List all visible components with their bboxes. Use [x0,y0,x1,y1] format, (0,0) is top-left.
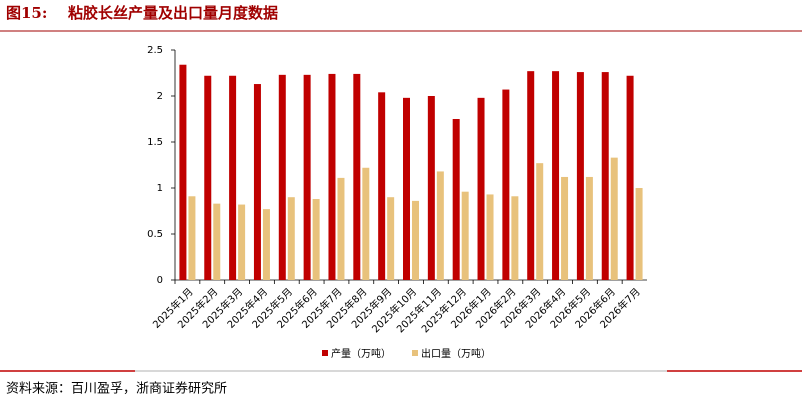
legend-label: 产量（万吨） [331,347,391,360]
bar [262,209,270,280]
bar [204,75,212,280]
bar [461,191,469,280]
bar [353,73,361,280]
bar [552,71,560,280]
bar [585,176,593,280]
legend-swatch [412,350,418,356]
bar [561,176,569,280]
y-tick-label: 0 [157,275,163,286]
bar [378,92,386,280]
bar [626,75,634,280]
bar [328,73,336,280]
bar [601,72,609,280]
y-tick-label: 0.5 [147,229,163,240]
bar [303,74,311,280]
y-tick-label: 2.5 [147,45,163,56]
legend-swatch [322,350,328,356]
bar [511,196,519,280]
bar [486,194,494,280]
bar [337,177,345,280]
bar [362,167,370,280]
chart-title: 粘胶长丝产量及出口量月度数据 [68,4,278,22]
y-tick-label: 1.5 [147,137,163,148]
bar [502,89,510,280]
bar [403,97,410,280]
bar [477,97,485,280]
bar [427,96,435,280]
bar [278,74,286,280]
bar [179,64,187,280]
bar [610,157,618,280]
y-tick-label: 1 [157,183,163,194]
bar [253,84,261,280]
figure-label: 图15: [6,4,47,22]
bar [576,72,584,280]
bar [635,188,643,280]
legend-label: 出口量（万吨） [421,347,491,360]
bar [387,197,395,280]
bar [536,163,544,280]
bar [312,199,320,280]
bar [229,75,237,280]
bar [287,197,295,280]
source: 资料来源：百川盈孚，浙商证券研究所 [6,381,227,397]
bar [238,204,246,280]
bar [436,171,444,280]
bar [412,200,419,280]
y-tick-label: 2 [157,91,163,102]
bar [188,196,196,280]
bar [452,119,460,280]
bar [527,71,535,280]
bar [213,203,221,280]
